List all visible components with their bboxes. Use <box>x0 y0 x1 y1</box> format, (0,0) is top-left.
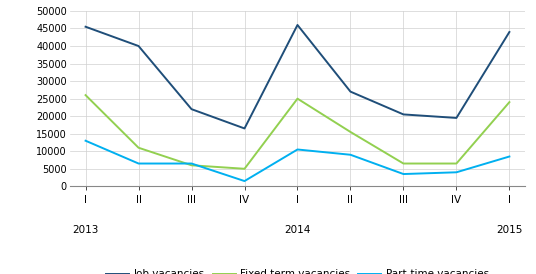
Text: 2014: 2014 <box>284 225 311 235</box>
Text: 2013: 2013 <box>72 225 99 235</box>
Legend: Job vacancies, Fixed term vacancies, Part-time vacancies: Job vacancies, Fixed term vacancies, Par… <box>102 265 493 274</box>
Text: 2015: 2015 <box>496 225 523 235</box>
